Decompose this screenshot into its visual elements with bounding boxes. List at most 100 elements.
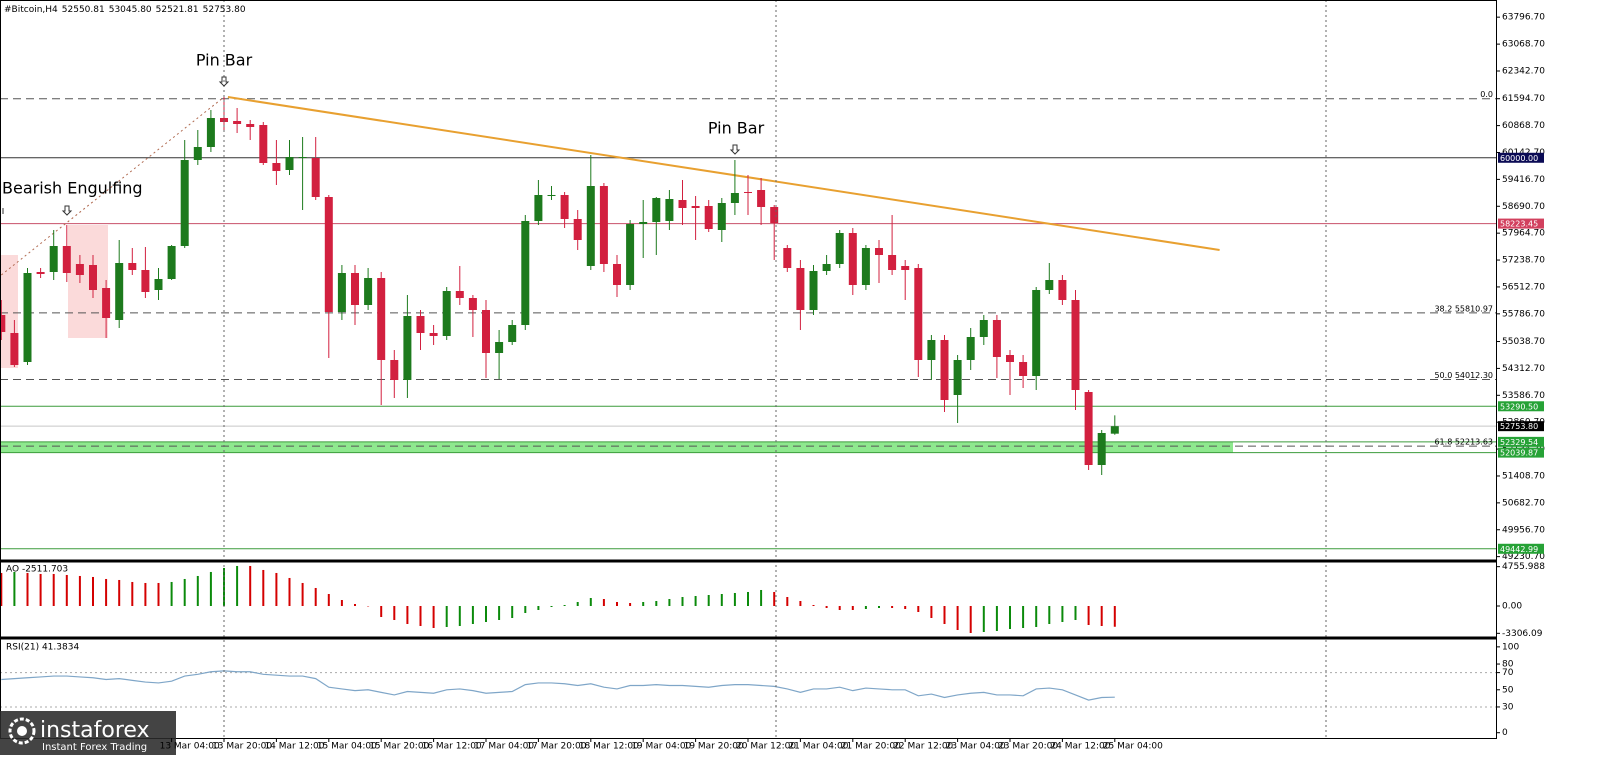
candle-body <box>246 124 255 127</box>
x-tick-label: 17 Mar 20:00 <box>526 742 586 752</box>
candle-body <box>442 291 451 336</box>
candle-body <box>547 195 556 196</box>
candle-body <box>141 270 150 292</box>
candle-body <box>298 157 307 158</box>
level-label: 61.8 52213.63 <box>1434 438 1493 447</box>
price-tag <box>1498 436 1544 447</box>
candle-body <box>665 199 674 221</box>
y-tick-label: 58690.70 <box>1502 202 1545 212</box>
candle-body <box>717 203 726 230</box>
candle-body <box>324 197 333 312</box>
candle-body <box>482 310 490 353</box>
ohlc-high: 53045.80 <box>109 5 152 15</box>
candle-body <box>521 221 530 325</box>
candle-body <box>1058 280 1067 300</box>
candle-body <box>233 121 242 124</box>
candle-body <box>390 360 399 380</box>
x-tick-label: 13 Mar 20:00 <box>212 742 272 752</box>
y-tick-label: 63796.70 <box>1502 13 1545 23</box>
x-tick-label: 23 Mar 20:00 <box>998 742 1058 752</box>
price-tag-label: 58223.45 <box>1500 220 1538 229</box>
logo-name: instaforex <box>40 718 150 743</box>
candle-body <box>0 315 6 332</box>
candle-body <box>23 273 32 362</box>
candle-body <box>1097 433 1106 465</box>
x-tick-label: 16 Mar 12:00 <box>422 742 482 752</box>
candle-body <box>75 264 84 275</box>
price-tag-label: 60000.00 <box>1500 154 1538 163</box>
price-tag <box>1498 401 1544 412</box>
candle-body <box>193 147 202 160</box>
candle-body <box>167 246 176 279</box>
x-tick-label: 23 Mar 04:00 <box>946 742 1006 752</box>
candle-body <box>285 157 294 170</box>
price-tag <box>1498 543 1544 554</box>
annotation: Pin Bar <box>196 51 253 70</box>
y-tick-label: 63068.70 <box>1502 40 1545 50</box>
candle-body <box>927 340 936 360</box>
ohlc-low: 52521.81 <box>156 5 199 15</box>
candle-body <box>259 125 268 163</box>
candle-body <box>429 333 438 336</box>
y-tick-label: 70 <box>1502 668 1514 678</box>
candle-body <box>36 272 45 274</box>
y-tick-label: 80 <box>1502 660 1514 670</box>
x-tick-label: 19 Mar 04:00 <box>631 742 691 752</box>
candle-body <box>848 233 857 285</box>
candle-body <box>757 190 766 207</box>
candle-body <box>49 246 58 272</box>
drawings-under <box>0 225 1233 453</box>
candle-body <box>691 206 700 208</box>
candle-body <box>966 337 975 360</box>
price-tag-label: 49442.99 <box>1500 545 1538 554</box>
logo-tagline: Instant Forex Trading <box>42 742 147 753</box>
pattern-highlight <box>68 225 108 338</box>
x-tick-label: 24 Mar 12:00 <box>1050 742 1110 752</box>
candle-body <box>613 264 621 285</box>
y-tick-label: 100 <box>1502 642 1519 652</box>
candle-body <box>10 333 19 365</box>
candle-body <box>1019 362 1028 376</box>
candle-body <box>364 278 373 305</box>
candle-body <box>102 288 111 318</box>
candle-body <box>495 342 504 353</box>
arrow <box>218 76 230 87</box>
candle-body <box>62 246 71 273</box>
logo: instaforex Instant Forex Trading <box>0 711 176 755</box>
vertical-grid <box>223 0 1327 738</box>
candle-body <box>416 316 425 333</box>
candle-body <box>573 219 582 240</box>
candle-body <box>888 255 897 270</box>
candle-body <box>337 273 346 312</box>
candle-body <box>89 265 97 290</box>
candle-body <box>455 291 464 298</box>
candle-body <box>180 160 189 246</box>
candle-body <box>940 340 949 400</box>
price-tag <box>1498 152 1544 163</box>
candle-body <box>468 298 477 310</box>
candle-body <box>586 186 595 266</box>
y-tick-label: 55786.70 <box>1502 309 1545 319</box>
y-tick-label: 4755.988 <box>1502 562 1545 572</box>
candle-body <box>351 273 359 305</box>
x-tick-label: 17 Mar 04:00 <box>474 742 534 752</box>
annotation: Bearish Engulfing <box>2 179 143 198</box>
candle-body <box>508 325 517 342</box>
y-tick-label: 51408.70 <box>1502 471 1545 481</box>
candle-body <box>861 248 870 285</box>
level-label: 50.0 54012.30 <box>1434 371 1493 380</box>
y-tick-label: 49956.70 <box>1502 525 1545 535</box>
y-tick-label: 62342.70 <box>1502 67 1545 77</box>
y-tick-label: 50 <box>1502 685 1514 695</box>
candle-body <box>979 320 988 337</box>
candle-body <box>796 268 805 310</box>
level-label: 38.2 55810.97 <box>1434 304 1493 313</box>
candle-body <box>272 163 281 171</box>
candle-body <box>678 200 687 208</box>
price-tag-label: 52039.87 <box>1500 449 1538 458</box>
candle-body <box>875 248 883 255</box>
y-tick-label: 55038.70 <box>1502 337 1545 347</box>
y-tick-label: 30 <box>1502 702 1514 712</box>
candle-body <box>730 193 739 203</box>
candle-body <box>822 264 831 271</box>
